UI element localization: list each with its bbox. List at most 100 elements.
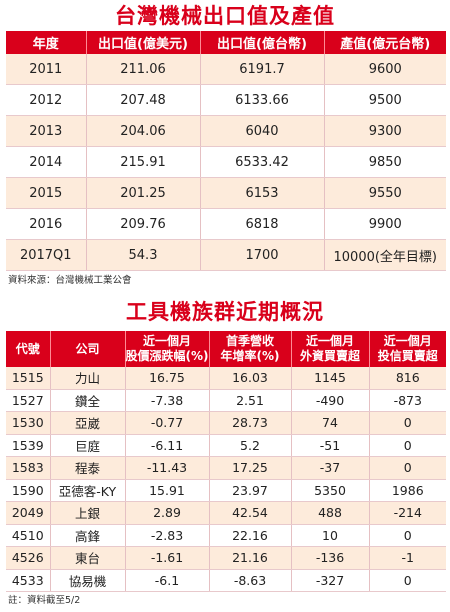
table-cell: 1530 xyxy=(6,411,51,435)
table-row: 2017Q1 54.3 1700 10000(全年目標) xyxy=(6,239,446,271)
table-row: 2015 201.25 6153 9550 xyxy=(6,177,446,209)
table-row: 2016 209.76 6818 9900 xyxy=(6,208,446,240)
table-cell: 816 xyxy=(369,367,446,390)
table-cell: -51 xyxy=(291,434,370,457)
table-cell: 9850 xyxy=(324,146,446,178)
table-cell: 9300 xyxy=(324,115,446,147)
table-cell: -0.77 xyxy=(125,411,210,435)
table-cell: 4533 xyxy=(6,569,51,592)
stock-table-header: 代號 公司 近一個月 股價漲跌幅(%) 首季營收 年增率(%) 近一個月 外資買賣超 近一個月投… xyxy=(6,331,446,367)
table-cell: 上銀 xyxy=(50,501,126,525)
table-cell: 1515 xyxy=(6,367,51,390)
table-cell: 74 xyxy=(291,411,370,435)
table-cell: -1.61 xyxy=(125,546,210,570)
table-cell: -490 xyxy=(291,389,370,412)
table-row: 2049 上銀 2.89 42.54 488 -214 xyxy=(6,501,446,525)
table-cell: 鑽全 xyxy=(50,389,126,412)
stock-header-line: 股價漲跌幅(%) xyxy=(125,349,209,363)
table-row: 2012 207.48 6133.66 9500 xyxy=(6,84,446,116)
table-cell: 1145 xyxy=(291,367,370,390)
stock-header-cell: 代號 xyxy=(6,331,51,367)
table-cell: 211.06 xyxy=(86,54,201,85)
stock-header-line: 近一個月 xyxy=(142,334,191,348)
table-cell: -873 xyxy=(369,389,446,412)
stock-header-line: 外資買賣超 xyxy=(299,349,360,363)
stock-table-body: 1515 力山 16.75 16.03 1145 816 1527 鑽全 -7.38 2.51 -4… xyxy=(6,367,446,592)
table-row: 1527 鑽全 -7.38 2.51 -490 -873 xyxy=(6,389,446,412)
table-cell: -7.38 xyxy=(125,389,210,412)
table-cell: 高鋒 xyxy=(50,524,126,547)
table-cell: 6153 xyxy=(200,177,325,209)
table-cell: 16.75 xyxy=(125,367,210,390)
header-export-usd: 出口值(億美元) xyxy=(86,31,201,54)
table-cell: 10 xyxy=(291,524,370,547)
table-cell: 28.73 xyxy=(209,411,292,435)
stock-header-line: 代號 xyxy=(15,341,40,356)
table-cell: 協易機 xyxy=(50,569,126,592)
table-cell: 亞德客-KY xyxy=(50,479,126,502)
table-cell: 6133.66 xyxy=(200,84,325,116)
table-cell: 1700 xyxy=(200,239,325,271)
table-row: 1515 力山 16.75 16.03 1145 816 xyxy=(6,367,446,390)
export-table-title: 台灣機械出口值及產值 xyxy=(115,3,335,28)
export-table-body: 2011 211.06 6191.7 9600 2012 207.48 6133.66 950… xyxy=(6,54,446,271)
table-cell: 巨庭 xyxy=(50,434,126,457)
table-cell: 9900 xyxy=(324,208,446,240)
table-cell: 1527 xyxy=(6,389,51,412)
table-cell: 54.3 xyxy=(86,239,201,271)
table-cell: -2.83 xyxy=(125,524,210,547)
source-note: 資料來源：台灣機械工業公會 xyxy=(8,275,132,286)
table-cell: 6191.7 xyxy=(200,54,325,85)
table-cell: 2011 xyxy=(6,54,87,85)
export-table: 年度 出口值(億美元) 出口值(億台幣) 產值(億元台幣) 2011 211.06… xyxy=(6,31,446,271)
table-cell: 21.16 xyxy=(209,546,292,570)
stock-header-cell: 公司 xyxy=(50,331,126,367)
stock-table-title: 工具機族群近期概況 xyxy=(126,299,324,324)
stock-header-cell: 近一個月 外資買賣超 xyxy=(291,331,370,367)
table-cell: 0 xyxy=(369,434,446,457)
table-row: 1590 亞德客-KY 15.91 23.97 5350 1986 xyxy=(6,479,446,502)
table-cell: 4510 xyxy=(6,524,51,547)
table-row: 1583 程泰 -11.43 17.25 -37 0 xyxy=(6,456,446,480)
table-row: 4510 高鋒 -2.83 22.16 10 0 xyxy=(6,524,446,547)
table-cell: 4526 xyxy=(6,546,51,570)
stock-header-line: 公司 xyxy=(75,341,100,356)
table-cell: 215.91 xyxy=(86,146,201,178)
table-cell: 204.06 xyxy=(86,115,201,147)
date-note: 註：資料截至5/2 xyxy=(8,595,81,606)
table-row: 1539 巨庭 -6.11 5.2 -51 0 xyxy=(6,434,446,457)
table-cell: 力山 xyxy=(50,367,126,390)
table-cell: 1539 xyxy=(6,434,51,457)
table-cell: -1 xyxy=(369,546,446,570)
table-cell: 10000(全年目標) xyxy=(324,239,446,271)
table-cell: -11.43 xyxy=(125,456,210,480)
table-cell: 23.97 xyxy=(209,479,292,502)
table-cell: 207.48 xyxy=(86,84,201,116)
header-export-twd: 出口值(億台幣) xyxy=(200,31,325,54)
stock-table: 代號 公司 近一個月 股價漲跌幅(%) 首季營收 年增率(%) 近一個月 外資買賣超 近一個月投… xyxy=(6,331,446,592)
table-cell: 2014 xyxy=(6,146,87,178)
table-cell: -8.63 xyxy=(209,569,292,592)
table-cell: 488 xyxy=(291,501,370,525)
table-cell: 16.03 xyxy=(209,367,292,390)
stock-header-line: 投信買賣超 xyxy=(377,349,438,363)
table-cell: 2013 xyxy=(6,115,87,147)
table-cell: -37 xyxy=(291,456,370,480)
table-cell: 亞崴 xyxy=(50,411,126,435)
table-cell: -6.11 xyxy=(125,434,210,457)
table-cell: 0 xyxy=(369,411,446,435)
stock-header-line: 近一個月 xyxy=(383,334,432,348)
table-cell: 9600 xyxy=(324,54,446,85)
table-cell: 2017Q1 xyxy=(6,239,87,271)
table-cell: -136 xyxy=(291,546,370,570)
table-cell: 1986 xyxy=(369,479,446,502)
stock-header-line: 年增率(%) xyxy=(220,349,280,363)
table-row: 2013 204.06 6040 9300 xyxy=(6,115,446,147)
table-row: 2014 215.91 6533.42 9850 xyxy=(6,146,446,178)
stock-header-cell: 首季營收 年增率(%) xyxy=(209,331,292,367)
table-cell: 2.51 xyxy=(209,389,292,412)
table-cell: 2.89 xyxy=(125,501,210,525)
table-cell: -327 xyxy=(291,569,370,592)
table-cell: 0 xyxy=(369,524,446,547)
table-cell: 9500 xyxy=(324,84,446,116)
